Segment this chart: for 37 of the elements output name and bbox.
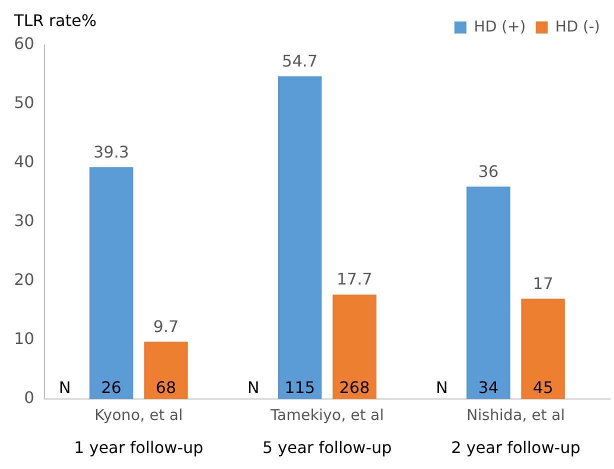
text: 2 year follow-up — [451, 438, 580, 458]
y-tick-label: 0 — [24, 388, 34, 408]
x-tick-label: Nishida, et al — [466, 406, 565, 424]
annotation: 45 — [532, 378, 554, 398]
annotation: 68 — [156, 378, 176, 398]
annotation: N — [436, 378, 448, 398]
y-tick-label: 60 — [14, 34, 34, 54]
annotation: N — [247, 378, 260, 398]
annotation: 268 — [339, 378, 370, 398]
x-tick-label: Kyono, et al — [94, 406, 183, 424]
y-axis-title: TLR rate% — [13, 11, 97, 30]
y-tick-label: 40 — [14, 152, 34, 172]
bar — [332, 294, 376, 399]
legend-label: HD (-) — [555, 17, 600, 36]
data-label: 54.7 — [282, 51, 318, 70]
data-label: 17.7 — [336, 270, 372, 289]
y-tick-label: 20 — [14, 270, 34, 290]
y-tick-label: 30 — [14, 211, 34, 230]
bar — [144, 342, 188, 399]
data-label: 17 — [532, 274, 554, 293]
y-tick-label: 50 — [14, 93, 34, 112]
data-label: 36 — [478, 162, 499, 181]
bar — [278, 76, 322, 399]
data-label: 9.7 — [153, 316, 179, 336]
annotation: 26 — [101, 378, 122, 398]
annotation: N — [58, 378, 71, 398]
bar — [89, 167, 134, 399]
bar — [521, 298, 565, 399]
x-tick-label: Tamekiyo, et al — [269, 406, 384, 424]
annotation: 115 — [284, 378, 316, 398]
data-label: 39.3 — [93, 142, 130, 162]
text: 1 year follow-up — [74, 438, 204, 458]
bar — [466, 186, 510, 399]
annotation: 34 — [478, 378, 499, 398]
y-tick-label: 10 — [14, 329, 34, 348]
text: 5 year follow-up — [262, 438, 392, 458]
legend-label: HD (+) — [474, 17, 526, 36]
